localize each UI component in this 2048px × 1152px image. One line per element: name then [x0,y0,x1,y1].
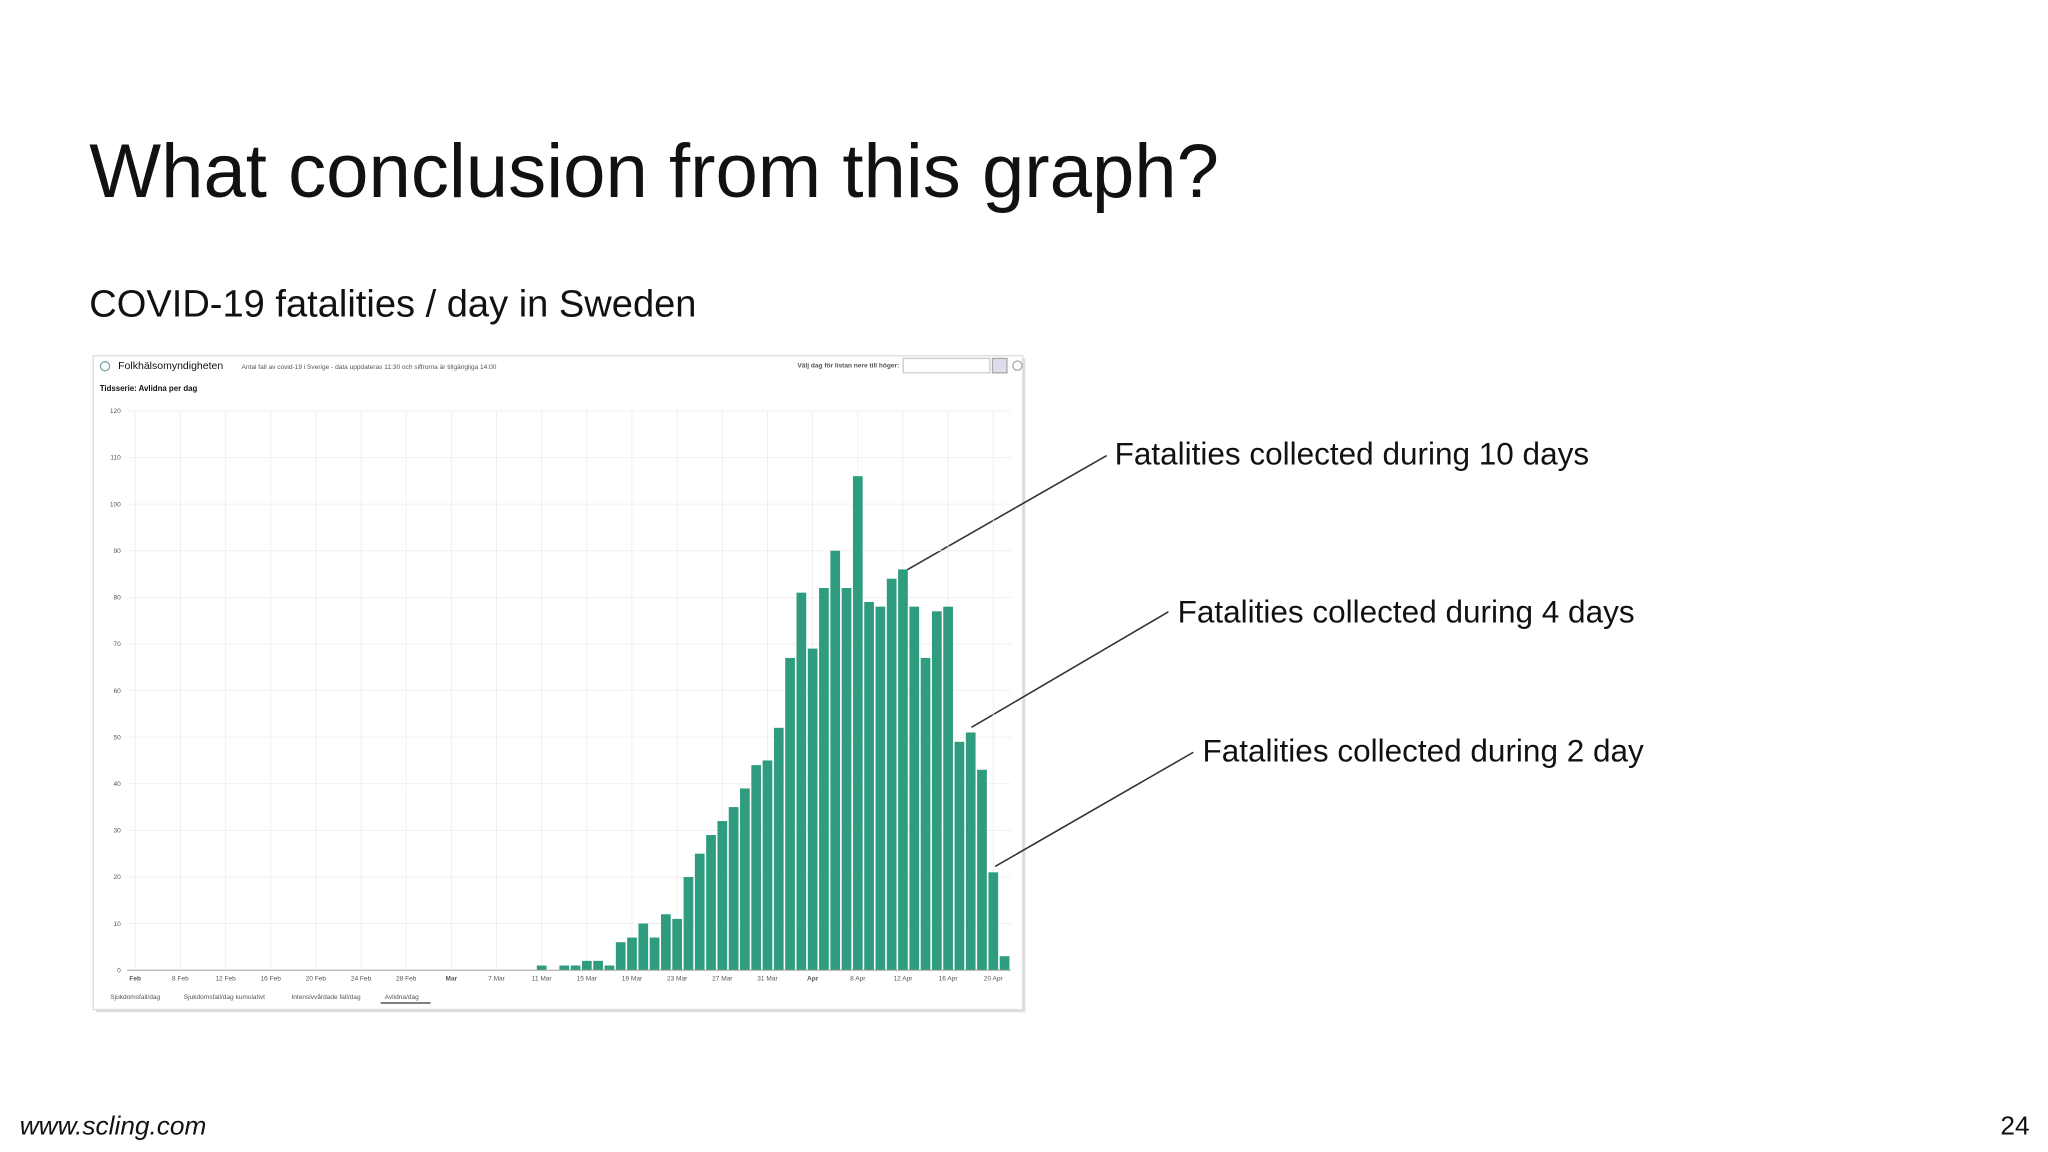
x-tick-label: 12 Feb [215,976,236,983]
x-tick-label: 12 Apr [893,976,913,983]
source: Folkhälsomyndigheten [118,360,223,372]
bar [875,606,886,971]
annotation: Fatalities collected during 10 days [1115,436,1590,472]
bar [751,765,762,971]
x-tick-label: Feb [129,976,141,983]
y-tick-label: 90 [113,548,121,555]
y-tick-label: 120 [110,408,121,415]
leader-line [994,751,1194,868]
bar [785,657,795,971]
calendar-button[interactable] [991,357,1008,374]
page-number: 24 [2000,1110,2029,1140]
x-tick-label: 27 Mar [712,976,733,983]
y-tick-label: 70 [113,641,121,648]
date-input[interactable] [902,357,991,374]
x-tick-label: 20 Apr [984,976,1004,983]
tab[interactable]: Avlidna/dag [385,994,419,1001]
bar [638,923,649,971]
bar [728,807,739,971]
slide-title: What conclusion from this graph? [89,129,1219,214]
bar [965,732,976,971]
x-tick-label: 11 Mar [532,976,553,983]
header-note: Antal fall av covid-19 i Sverige - data … [242,364,497,371]
y-tick-label: 0 [117,967,121,974]
bar [864,601,874,971]
bar [807,648,818,971]
date-picker-label: Välj dag för listan nere till höger: [797,363,899,370]
bar [694,853,705,971]
footer: www.scling.com [20,1110,207,1140]
bar [886,578,897,971]
tab[interactable]: Sjukdomsfall/dag [110,994,160,1001]
bar [830,550,841,971]
y-tick-label: 110 [110,455,121,462]
bar [559,965,570,971]
clock-button[interactable] [1012,360,1023,371]
bar [999,956,1010,971]
bar [672,918,683,971]
x-tick-label: 20 Feb [306,976,327,983]
bar [819,588,829,971]
bar [717,821,728,971]
bar [920,657,931,971]
x-tick-label: 8 Apr [850,976,866,983]
bar [773,727,784,971]
bar [649,937,660,971]
bar [943,606,953,971]
bar [988,872,999,971]
x-tick-label: 19 Mar [622,976,643,983]
annotation: Fatalities collected during 2 day [1203,732,1644,768]
bar [954,741,965,971]
bar [683,876,694,971]
leader-line [971,611,1169,728]
y-tick-label: 100 [110,501,121,508]
y-tick-label: 40 [113,781,121,788]
bar [627,937,637,971]
x-tick-label: Mar [446,976,458,983]
bar [909,606,920,971]
y-tick-label: 60 [113,688,121,695]
x-tick-label: 16 Apr [939,976,959,983]
y-tick-label: 10 [113,921,121,928]
x-tick-label: 31 Mar [757,976,778,983]
bar [536,965,547,971]
bar [593,960,603,971]
x-tick-label: 7 Mar [488,976,506,983]
slide-subtitle: COVID-19 fatalities / day in Sweden [89,283,696,325]
x-tick-label: 16 Feb [261,976,282,983]
x-tick-label: 23 Mar [667,976,688,983]
bar [796,592,807,971]
y-tick-label: 50 [113,734,121,741]
tab[interactable]: Sjukdomsfall/dag kumulativt [184,994,265,1001]
annotation: Fatalities collected during 4 days [1178,593,1635,629]
bar [581,960,592,971]
y-tick-label: 30 [113,828,121,835]
bar [570,965,581,971]
x-tick-label: 8 Feb [172,976,189,983]
y-tick-label: 80 [113,595,121,602]
x-tick-label: 15 Mar [577,976,598,983]
bar [740,788,750,971]
bar [706,835,716,971]
x-tick-label: 28 Feb [396,976,417,983]
y-tick-label: 20 [113,874,121,881]
chart-title: Tidsserie: Avlidna per dag [100,384,198,393]
logo [99,361,111,372]
bar [661,914,671,971]
bar [615,942,626,971]
bar [762,760,773,971]
x-tick-label: Apr [807,976,819,983]
bar [898,569,908,971]
x-tick-label: 24 Feb [351,976,372,983]
bar [977,769,987,971]
tab[interactable]: Intensivvårdade fall/dag [291,993,361,1001]
bar [852,476,863,971]
bar [931,611,942,971]
bar [841,588,852,971]
bar [604,965,615,971]
